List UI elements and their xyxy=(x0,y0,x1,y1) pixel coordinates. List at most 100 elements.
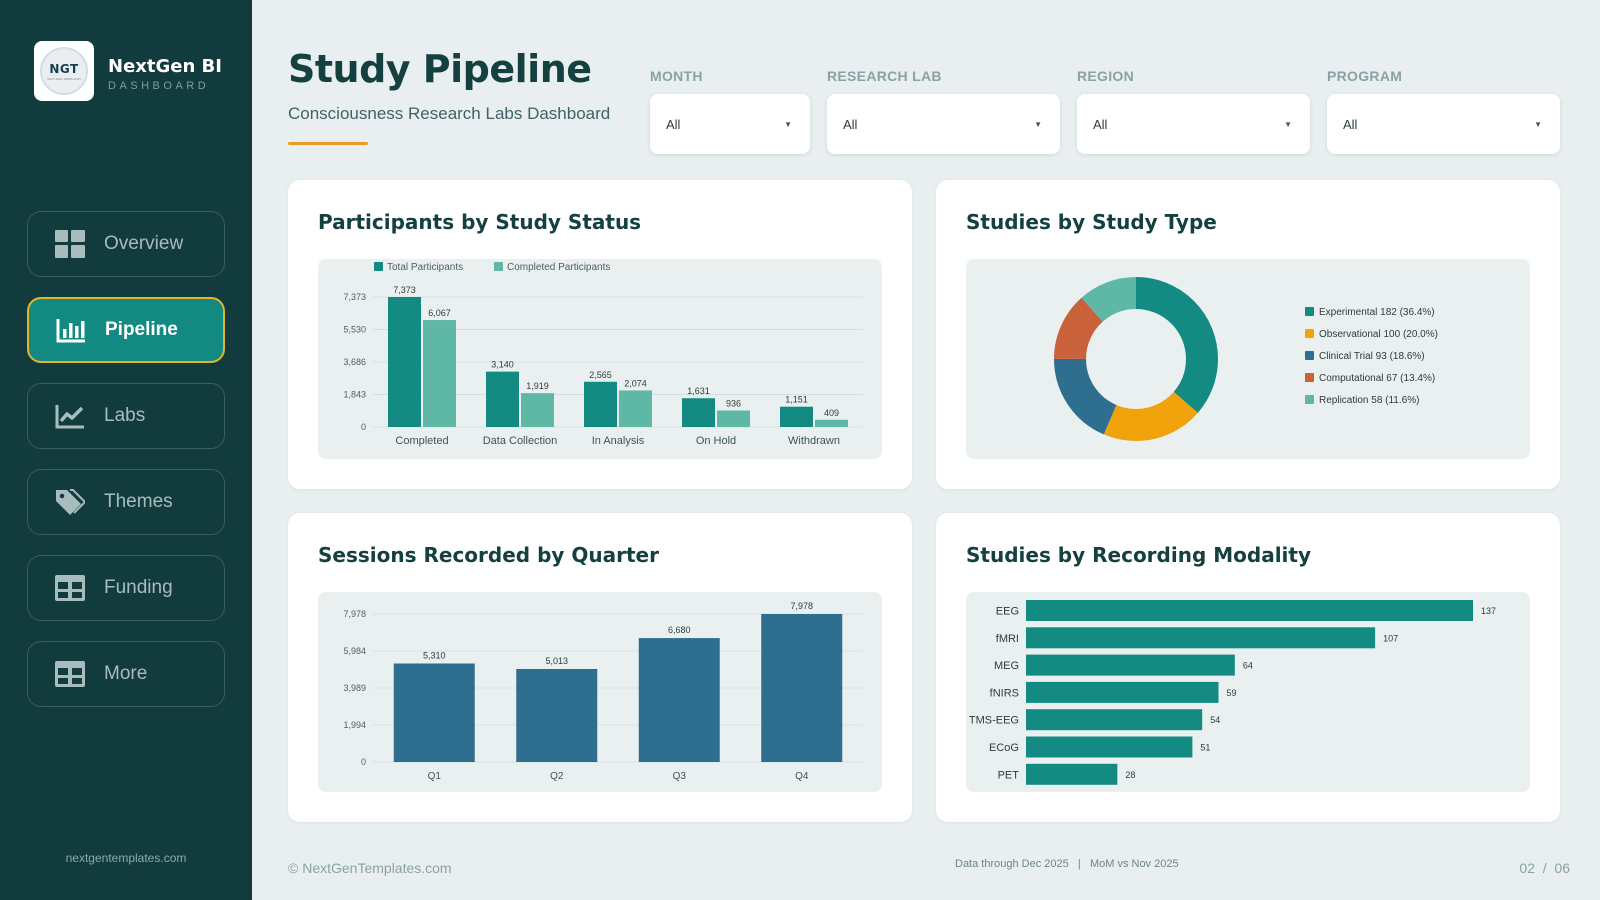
data-label: 5,013 xyxy=(545,656,568,666)
y-tick-label: 1,843 xyxy=(343,390,366,400)
modality-bar-chart: EEG 137 fMRI 107 MEG 64 fNIRS 59 TMS-EEG 54 ECoG 51… xyxy=(969,600,1496,785)
bar xyxy=(682,398,715,427)
research-lab-select[interactable]: All ▼ xyxy=(827,94,1060,154)
nav-label-funding: Funding xyxy=(104,577,173,598)
research-lab-select-value: All xyxy=(843,116,858,132)
nav-label-overview: Overview xyxy=(104,233,184,254)
card-title: Participants by Study Status xyxy=(318,210,642,234)
bar xyxy=(423,320,456,427)
nav-item-themes[interactable]: Themes xyxy=(27,469,225,535)
x-tick-label: Q2 xyxy=(550,771,564,782)
footer-copyright: © NextGenTemplates.com xyxy=(288,860,452,876)
y-tick-label: 7,978 xyxy=(343,609,366,619)
nav-item-funding[interactable]: Funding xyxy=(27,555,225,621)
nav-label-more: More xyxy=(104,663,148,684)
chart-sessions-by-quarter: 0 1,994 3,989 5,984 7,978 5,310 Q1 5,013 Q2 6,680… xyxy=(318,592,882,792)
data-label: 2,565 xyxy=(589,370,612,380)
data-label: 6,067 xyxy=(428,308,451,318)
card-sessions-by-quarter: Sessions Recorded by Quarter 0 1,994 3,989… xyxy=(288,513,912,822)
legend-swatch xyxy=(1305,351,1314,360)
donut-slice xyxy=(1054,277,1218,441)
type-donut-chart: Experimental 182 (36.4%) Observational 10… xyxy=(1054,277,1438,441)
y-tick-label: 3,686 xyxy=(343,357,366,367)
nav-item-labs[interactable]: Labs xyxy=(27,383,225,449)
bar xyxy=(761,614,843,762)
y-tick-label: MEG xyxy=(994,660,1019,672)
bar xyxy=(1026,600,1473,621)
x-tick-label: On Hold xyxy=(696,435,736,447)
bar xyxy=(1026,654,1235,676)
data-label: 5,310 xyxy=(423,650,446,660)
data-label: 137 xyxy=(1481,606,1496,616)
nav-label-themes: Themes xyxy=(104,491,173,512)
program-select[interactable]: All ▼ xyxy=(1327,94,1560,154)
x-tick-label: Q3 xyxy=(673,771,687,782)
bar xyxy=(780,406,813,427)
page-title: Study Pipeline xyxy=(288,47,592,91)
legend-label: Completed Participants xyxy=(507,262,610,273)
bar xyxy=(516,669,598,762)
data-label: 3,140 xyxy=(491,360,514,370)
filter-label-region: REGION xyxy=(1077,68,1135,84)
bar-chart-icon xyxy=(55,314,87,346)
bar xyxy=(619,390,652,427)
page-indicator: 02 / 06 xyxy=(1519,860,1570,876)
legend-label: Replication 58 (11.6%) xyxy=(1319,395,1419,406)
legend-swatch xyxy=(1305,329,1314,338)
chart-studies-by-modality: EEG 137 fMRI 107 MEG 64 fNIRS 59 TMS-EEG 54 ECoG 51… xyxy=(966,592,1530,792)
data-label: 6,680 xyxy=(668,625,691,635)
caret-down-icon: ▼ xyxy=(784,119,792,129)
y-tick-label: TMS-EEG xyxy=(969,715,1019,727)
y-tick-label: fNIRS xyxy=(990,687,1019,699)
data-label: 2,074 xyxy=(624,378,647,388)
caret-down-icon: ▼ xyxy=(1284,119,1292,129)
caret-down-icon: ▼ xyxy=(1034,119,1042,129)
region-select[interactable]: All ▼ xyxy=(1077,94,1310,154)
card-title: Sessions Recorded by Quarter xyxy=(318,543,659,567)
x-tick-label: Completed xyxy=(395,435,448,447)
footer-data-note: Data through Dec 2025 | MoM vs Nov 2025 xyxy=(955,858,1179,870)
y-tick-label: fMRI xyxy=(996,633,1019,645)
x-tick-label: Data Collection xyxy=(483,435,558,447)
nav-item-more[interactable]: More xyxy=(27,641,225,707)
y-tick-label: ECoG xyxy=(989,742,1019,754)
legend-label: Experimental 182 (36.4%) xyxy=(1319,307,1435,318)
data-label: 28 xyxy=(1125,770,1135,780)
data-label: 107 xyxy=(1383,633,1398,643)
chart-participants-by-status: 0 1,843 3,686 5,530 7,373 Total Participants C… xyxy=(318,259,882,459)
nav-label-labs: Labs xyxy=(104,405,146,426)
filter-label-program: PROGRAM xyxy=(1327,68,1403,84)
sidebar-footer-link[interactable]: nextgentemplates.com xyxy=(65,851,187,865)
month-select[interactable]: All ▼ xyxy=(650,94,810,154)
data-label: 936 xyxy=(726,398,741,408)
page-subtitle: Consciousness Research Labs Dashboard xyxy=(288,104,611,123)
y-tick-label: 1,994 xyxy=(343,720,366,730)
y-tick-label: 7,373 xyxy=(343,292,366,302)
y-tick-label: EEG xyxy=(996,606,1019,618)
legend-label: Clinical Trial 93 (18.6%) xyxy=(1319,351,1425,362)
table-icon xyxy=(54,658,86,690)
card-participants-by-status: Participants by Study Status 0 1,843 3,686… xyxy=(288,180,912,489)
bar xyxy=(638,638,720,762)
caret-down-icon: ▼ xyxy=(1534,119,1542,129)
table-icon xyxy=(54,572,86,604)
nav-item-overview[interactable]: Overview xyxy=(27,211,225,277)
data-label: 54 xyxy=(1210,715,1220,725)
nav-label-pipeline: Pipeline xyxy=(105,319,178,340)
y-tick-label: 5,530 xyxy=(343,325,366,335)
legend-swatch xyxy=(494,262,503,271)
region-select-value: All xyxy=(1093,116,1108,132)
nav-item-pipeline[interactable]: Pipeline xyxy=(27,297,225,363)
data-label: 64 xyxy=(1243,661,1253,671)
sessions-bar-chart: 0 1,994 3,989 5,984 7,978 5,310 Q1 5,013 Q2 6,680… xyxy=(343,601,863,782)
bar xyxy=(1026,736,1193,758)
card-studies-by-type: Studies by Study Type Experimental 182 (… xyxy=(936,180,1560,489)
x-tick-label: Q1 xyxy=(428,771,442,782)
logo-text: NGT xyxy=(49,61,79,76)
legend-swatch xyxy=(1305,395,1314,404)
logo-badge: NGT NEXT GEN TEMPLATES xyxy=(40,47,88,95)
data-label: 59 xyxy=(1227,688,1237,698)
data-label: 1,631 xyxy=(687,386,710,396)
bar xyxy=(1026,763,1118,785)
data-label: 1,151 xyxy=(785,395,808,405)
